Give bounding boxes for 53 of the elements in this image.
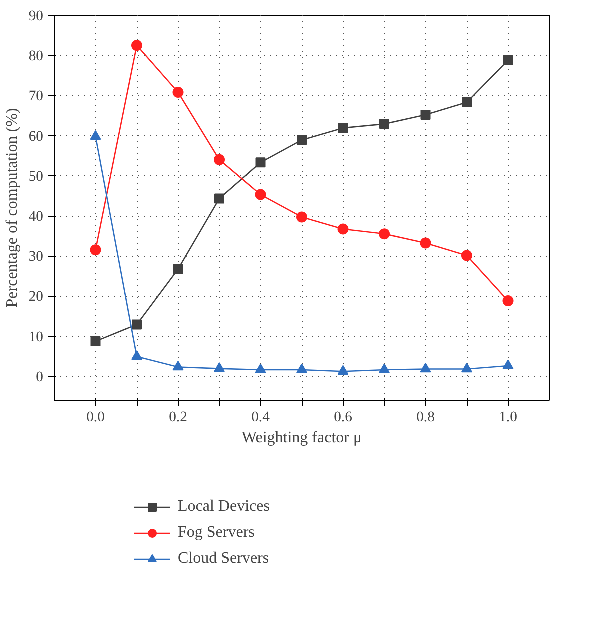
point xyxy=(214,362,225,372)
point xyxy=(380,119,390,130)
point xyxy=(132,320,142,330)
x-tick-label: 0.4 xyxy=(252,410,271,426)
point xyxy=(338,224,349,235)
point xyxy=(132,40,142,52)
point xyxy=(172,87,184,98)
point xyxy=(90,336,101,347)
x-axis-title: Weighting factor μ xyxy=(242,430,362,446)
y-tick-label: 80 xyxy=(28,48,44,65)
point xyxy=(255,189,266,200)
y-tick-label: 20 xyxy=(28,289,44,306)
x-tick-label: 0.6 xyxy=(334,410,352,426)
y-tick-label: 70 xyxy=(28,88,44,105)
x-tick-label: 0.2 xyxy=(169,410,188,426)
x-tick-label: 0.0 xyxy=(86,410,105,426)
y-tick-label: 0 xyxy=(36,369,44,386)
y-axis-title: Percentage of computation (%) xyxy=(4,108,21,308)
point xyxy=(173,264,184,274)
legend-label: Local Devices xyxy=(178,498,270,516)
y-tick-label: 90 xyxy=(28,8,44,24)
point xyxy=(462,98,472,108)
legend-label: Fog Servers xyxy=(178,524,255,542)
point xyxy=(296,212,308,223)
legend-label: Cloud Servers xyxy=(178,550,270,568)
point xyxy=(379,228,390,240)
point xyxy=(214,194,224,204)
point xyxy=(462,362,472,373)
point xyxy=(214,154,225,166)
point xyxy=(503,55,514,66)
point xyxy=(420,362,432,373)
point xyxy=(255,364,266,374)
y-tick-label: 40 xyxy=(28,209,44,226)
x-tick-label: 1.0 xyxy=(499,410,518,426)
point xyxy=(338,123,348,134)
x-tick-label: 0.8 xyxy=(416,410,435,426)
point xyxy=(379,364,390,374)
point xyxy=(172,360,184,371)
point xyxy=(502,296,514,307)
point xyxy=(420,238,432,249)
point xyxy=(502,360,514,370)
point xyxy=(296,364,308,374)
point xyxy=(420,110,431,120)
point xyxy=(462,250,472,262)
point xyxy=(297,135,307,146)
y-tick-label: 60 xyxy=(28,128,44,145)
point xyxy=(90,244,102,256)
y-tick-label: 50 xyxy=(28,168,44,185)
point xyxy=(132,350,142,360)
point xyxy=(338,365,349,376)
y-tick-label: 10 xyxy=(28,329,44,346)
point xyxy=(256,158,266,168)
y-tick-label: 30 xyxy=(28,249,44,266)
